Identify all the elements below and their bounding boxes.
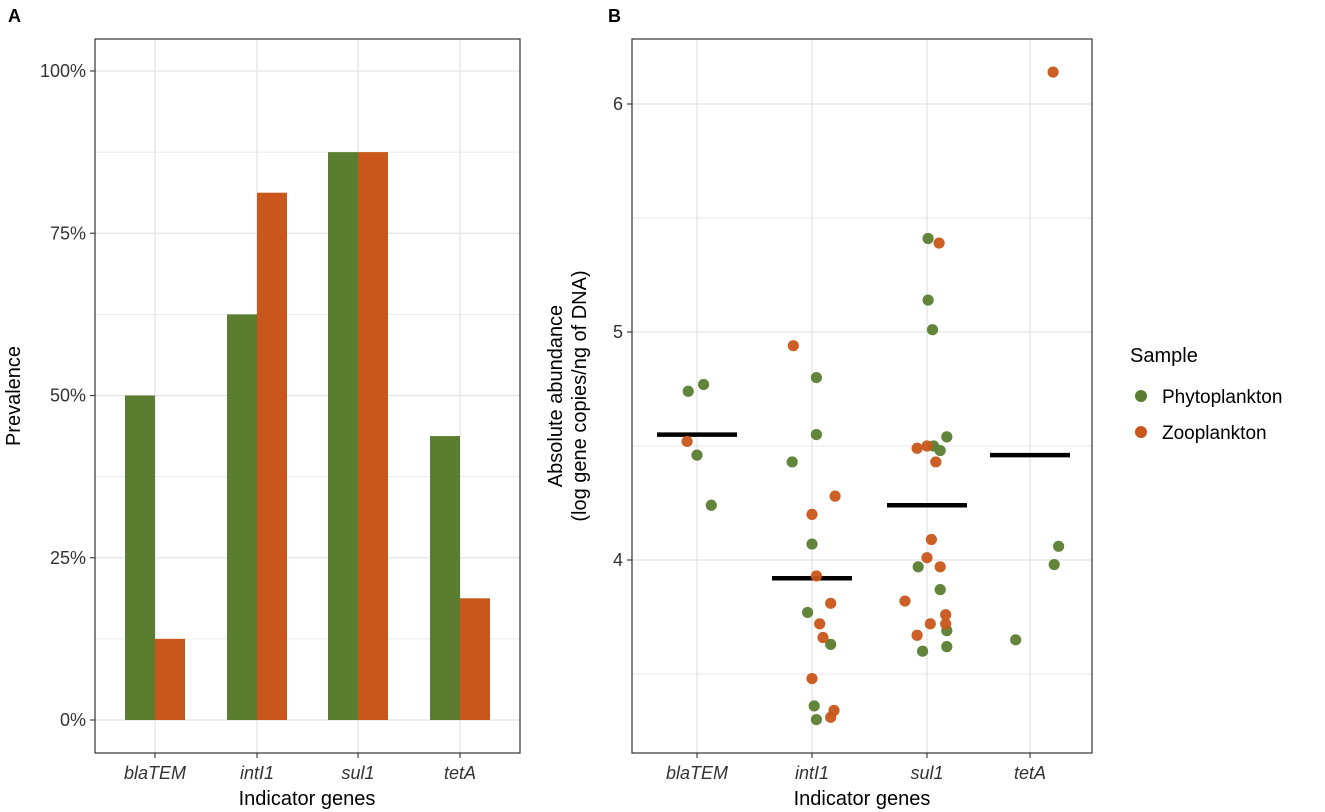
panel-a-y-tick-label: 75% <box>50 223 86 243</box>
point-phytoplankton-sul1 <box>922 232 934 245</box>
panel-b-y-title-line-2: (log gene copies/ng of DNA) <box>569 270 591 521</box>
bar-phytoplankton-teta <box>430 436 460 720</box>
point-phytoplankton-sul1 <box>934 444 946 457</box>
point-zooplankton-sul1 <box>911 442 923 454</box>
panel-a-x-title: Indicator genes <box>239 788 376 810</box>
point-zooplankton-inti1 <box>814 618 826 630</box>
point-phytoplankton-inti1 <box>806 538 818 550</box>
point-zooplankton-sul1 <box>933 237 945 249</box>
panel-b-x-title: Indicator genes <box>794 788 931 810</box>
panel-b-label: B <box>608 6 621 26</box>
panel-a-bars <box>125 152 490 720</box>
panel-b-frame <box>631 38 1093 754</box>
point-phytoplankton-inti1 <box>802 606 814 619</box>
legend-dot-zooplankton <box>1135 426 1147 438</box>
panel-a-x-tick-label: intI1 <box>240 763 274 783</box>
point-zooplankton-sul1 <box>921 552 933 564</box>
panel-b-y-tick-label: 5 <box>613 322 623 342</box>
point-zooplankton-sul1 <box>925 533 938 546</box>
bar-zooplankton-teta <box>460 598 490 720</box>
panel-b-x-tick-label: blaTEM <box>666 763 728 783</box>
point-zooplankton-inti1 <box>825 711 837 723</box>
bar-zooplankton-blatem <box>155 638 185 720</box>
point-zooplankton-teta <box>1047 66 1059 78</box>
legend: Sample Phytoplankton Zooplankton <box>1130 345 1282 444</box>
point-phytoplankton-inti1 <box>808 700 820 712</box>
point-phytoplankton-inti1 <box>825 638 837 650</box>
point-zooplankton-inti1 <box>787 340 799 352</box>
point-zooplankton-sul1 <box>930 456 942 468</box>
point-phytoplankton-teta <box>1048 558 1060 571</box>
panel-a-x-tick-label: sul1 <box>341 763 374 783</box>
point-zooplankton-sul1 <box>934 561 946 573</box>
panel-b-y-axis: 4 5 6 <box>613 94 632 570</box>
panel-b-grid <box>632 39 1092 753</box>
point-phytoplankton-sul1 <box>912 561 924 573</box>
panel-a-y-axis: 0% 25% 50% 75% 100% <box>40 61 95 730</box>
panel-a: A 0% 25% 50% 75% 100% blaTEM intI1 sul1 tetA In… <box>3 6 521 810</box>
point-phytoplankton-sul1 <box>926 324 939 336</box>
point-zooplankton-sul1 <box>911 629 923 641</box>
panel-b-x-axis: blaTEM intI1 sul1 tetA <box>666 753 1046 783</box>
point-phytoplankton-inti1 <box>810 714 823 726</box>
point-zooplankton-inti1 <box>829 490 841 502</box>
point-phytoplankton-blatem <box>705 499 717 511</box>
legend-label-zooplankton: Zooplankton <box>1162 423 1267 444</box>
point-phytoplankton-blatem <box>698 378 710 391</box>
point-phytoplankton-sul1 <box>922 294 934 306</box>
panel-a-x-tick-label: blaTEM <box>124 763 186 783</box>
bar-phytoplankton-sul1 <box>328 152 358 720</box>
bar-phytoplankton-blatem <box>125 395 155 720</box>
point-zooplankton-inti1 <box>817 631 829 644</box>
point-zooplankton-sul1 <box>940 609 952 621</box>
point-zooplankton-blatem <box>681 435 693 448</box>
point-phytoplankton-blatem <box>682 385 694 397</box>
panel-a-x-tick-label: tetA <box>444 763 476 783</box>
panel-a-y-tick-label: 100% <box>40 61 86 81</box>
point-phytoplankton-inti1 <box>810 372 823 384</box>
point-phytoplankton-sul1 <box>941 431 953 443</box>
panel-a-label: A <box>8 6 21 26</box>
panel-b-y-tick-label: 6 <box>613 94 623 114</box>
panel-b-y-tick-label: 4 <box>613 550 623 570</box>
point-zooplankton-inti1 <box>806 508 818 520</box>
point-phytoplankton-sul1 <box>917 645 929 657</box>
legend-title: Sample <box>1130 345 1198 367</box>
panel-b-x-tick-label: intI1 <box>795 763 829 783</box>
panel-a-x-axis: blaTEM intI1 sul1 tetA <box>124 753 476 783</box>
point-zooplankton-inti1 <box>806 672 818 685</box>
legend-label-phytoplankton: Phytoplankton <box>1162 387 1282 408</box>
bar-zooplankton-inti1 <box>257 192 287 720</box>
point-phytoplankton-inti1 <box>786 456 798 468</box>
point-phytoplankton-sul1 <box>941 641 953 653</box>
bar-phytoplankton-inti1 <box>227 314 257 720</box>
point-phytoplankton-teta <box>1053 540 1065 552</box>
point-zooplankton-sul1 <box>924 618 936 630</box>
point-phytoplankton-sul1 <box>934 584 946 596</box>
panel-b-x-tick-label: sul1 <box>910 763 943 783</box>
panel-b-y-title-line-1: Absolute abundance <box>545 305 567 487</box>
point-zooplankton-inti1 <box>825 597 837 609</box>
point-zooplankton-sul1 <box>921 440 933 452</box>
panel-b-points <box>681 66 1065 726</box>
point-zooplankton-inti1 <box>810 570 823 582</box>
point-zooplankton-sul1 <box>940 618 952 630</box>
point-phytoplankton-blatem <box>691 449 703 461</box>
point-zooplankton-sul1 <box>899 595 911 607</box>
point-phytoplankton-teta <box>1010 634 1022 646</box>
bar-zooplankton-sul1 <box>358 152 388 720</box>
panel-b-plot-area <box>632 39 1092 753</box>
legend-dot-phytoplankton <box>1135 390 1147 402</box>
panel-a-y-tick-label: 50% <box>50 386 86 406</box>
panel-b: B 4 5 6 blaTEM intI1 sul1 tetA Indicator gene… <box>545 6 1093 810</box>
panel-a-y-title: Prevalence <box>3 346 25 446</box>
panel-a-y-tick-label: 25% <box>50 548 86 568</box>
point-phytoplankton-inti1 <box>810 429 823 441</box>
panel-b-x-tick-label: tetA <box>1014 763 1046 783</box>
panel-a-y-tick-label: 0% <box>60 710 86 730</box>
